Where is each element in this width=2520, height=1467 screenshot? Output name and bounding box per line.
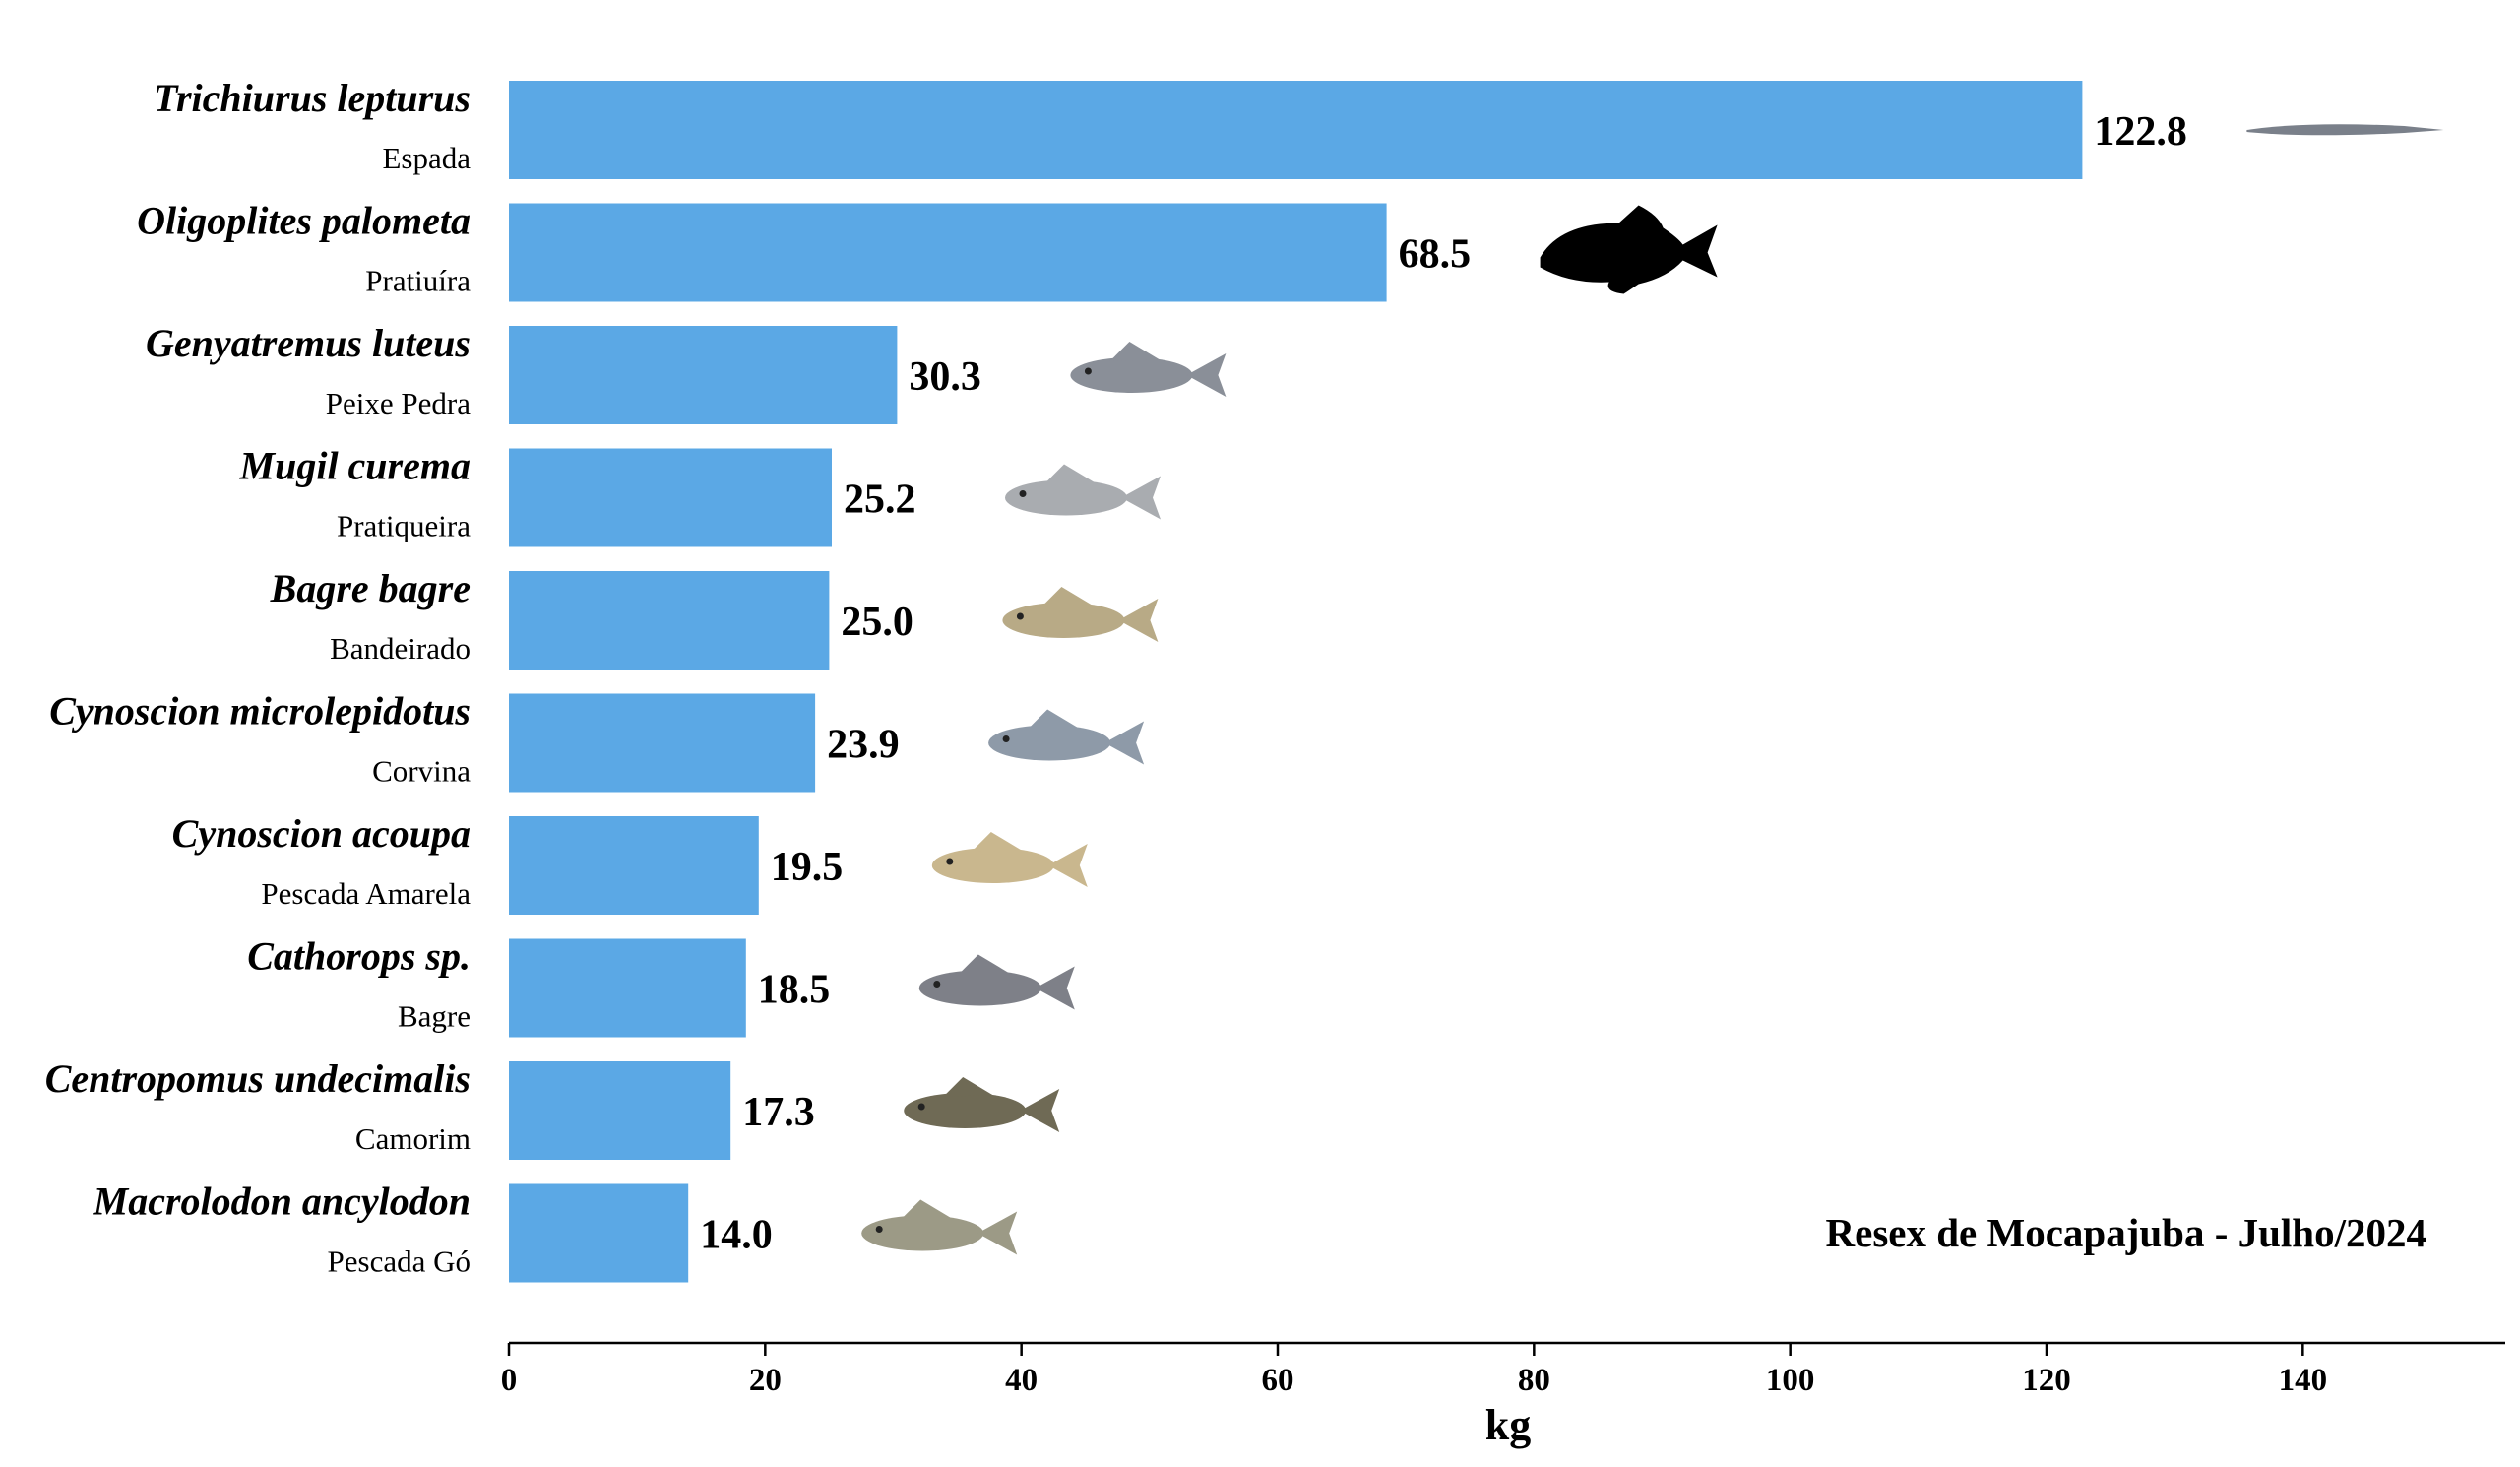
category-scientific-name: Mugil curema [239,444,471,488]
bar-0 [509,81,2083,179]
bar-3 [509,448,832,547]
x-axis: 0 20 40 60 80 100 120 140 [501,1341,2505,1398]
king-weakfish-photo-icon [861,1199,1018,1255]
x-tick-label: 40 [1005,1363,1038,1398]
x-axis-title: kg [1485,1401,1531,1449]
category-common-name: Pescada Amarela [261,876,471,911]
snook-photo-icon [904,1077,1060,1132]
category-common-name: Pratiqueira [337,509,471,543]
x-tick-label: 100 [1766,1363,1815,1398]
category-scientific-name: Centropomus undecimalis [45,1056,471,1101]
value-labels-layer: 122.8 68.5 30.3 25.2 25.0 23.9 19.5 18.5 17.3 14.… [700,109,2187,1258]
value-label: 122.8 [2094,109,2187,155]
category-scientific-name: Oligoplites palometa [137,199,471,243]
x-tick-label: 60 [1262,1363,1294,1398]
category-common-name: Corvina [372,754,471,789]
category-common-name: Bandeirado [330,631,471,666]
category-scientific-name: Cynoscion acoupa [172,811,471,856]
chart-annotation: Resex de Mocapajuba - Julho/2024 [1826,1210,2426,1255]
x-tick-label: 140 [2279,1363,2328,1398]
x-tick-label: 0 [501,1363,518,1398]
value-label: 23.9 [827,723,900,768]
x-tick-label: 80 [1518,1363,1550,1398]
value-label: 30.3 [909,354,981,400]
bars-layer [509,81,2083,1283]
category-common-name: Pescada Gó [328,1244,471,1279]
weakfish-photo-icon [988,709,1145,765]
value-label: 17.3 [742,1090,815,1135]
x-tick-label: 20 [749,1363,782,1398]
category-common-name: Peixe Pedra [326,386,471,420]
category-scientific-name: Genyatremus luteus [146,321,471,365]
fish-silhouette-icon [1540,205,1718,294]
bar-4 [509,571,830,670]
grunt-photo-icon [1070,342,1227,397]
bar-9 [509,1183,689,1283]
bar-5 [509,693,816,793]
fish-icons-layer [861,124,2444,1255]
category-common-name: Pratiuíra [365,264,471,298]
acoupa-photo-icon [931,832,1088,887]
value-label: 25.2 [844,478,916,523]
bar-1 [509,203,1387,302]
value-label: 14.0 [700,1213,773,1258]
category-common-name: Camorim [355,1121,471,1156]
category-labels-layer: Trichiurus lepturus Espada Oligoplites pal… [45,76,472,1279]
category-scientific-name: Cynoscion microlepidotus [49,689,471,734]
mullet-photo-icon [1005,464,1161,520]
bar-2 [509,326,898,424]
category-scientific-name: Macrolodon ancylodon [93,1180,471,1224]
category-scientific-name: Trichiurus lepturus [154,76,471,120]
value-label: 68.5 [1399,232,1472,278]
cutlassfish-photo-icon [2246,124,2444,136]
category-scientific-name: Bagre bagre [270,566,471,610]
value-label: 25.0 [841,600,914,645]
category-scientific-name: Cathorops sp. [247,934,471,979]
bar-7 [509,938,746,1038]
value-label: 18.5 [758,968,831,1013]
catfish-photo-icon [1002,587,1159,642]
bar-6 [509,816,759,915]
sea-catfish-photo-icon [918,954,1075,1010]
bar-8 [509,1061,731,1160]
x-tick-label: 120 [2022,1363,2071,1398]
category-common-name: Espada [382,141,471,175]
value-label: 19.5 [771,845,844,890]
category-common-name: Bagre [398,999,471,1034]
